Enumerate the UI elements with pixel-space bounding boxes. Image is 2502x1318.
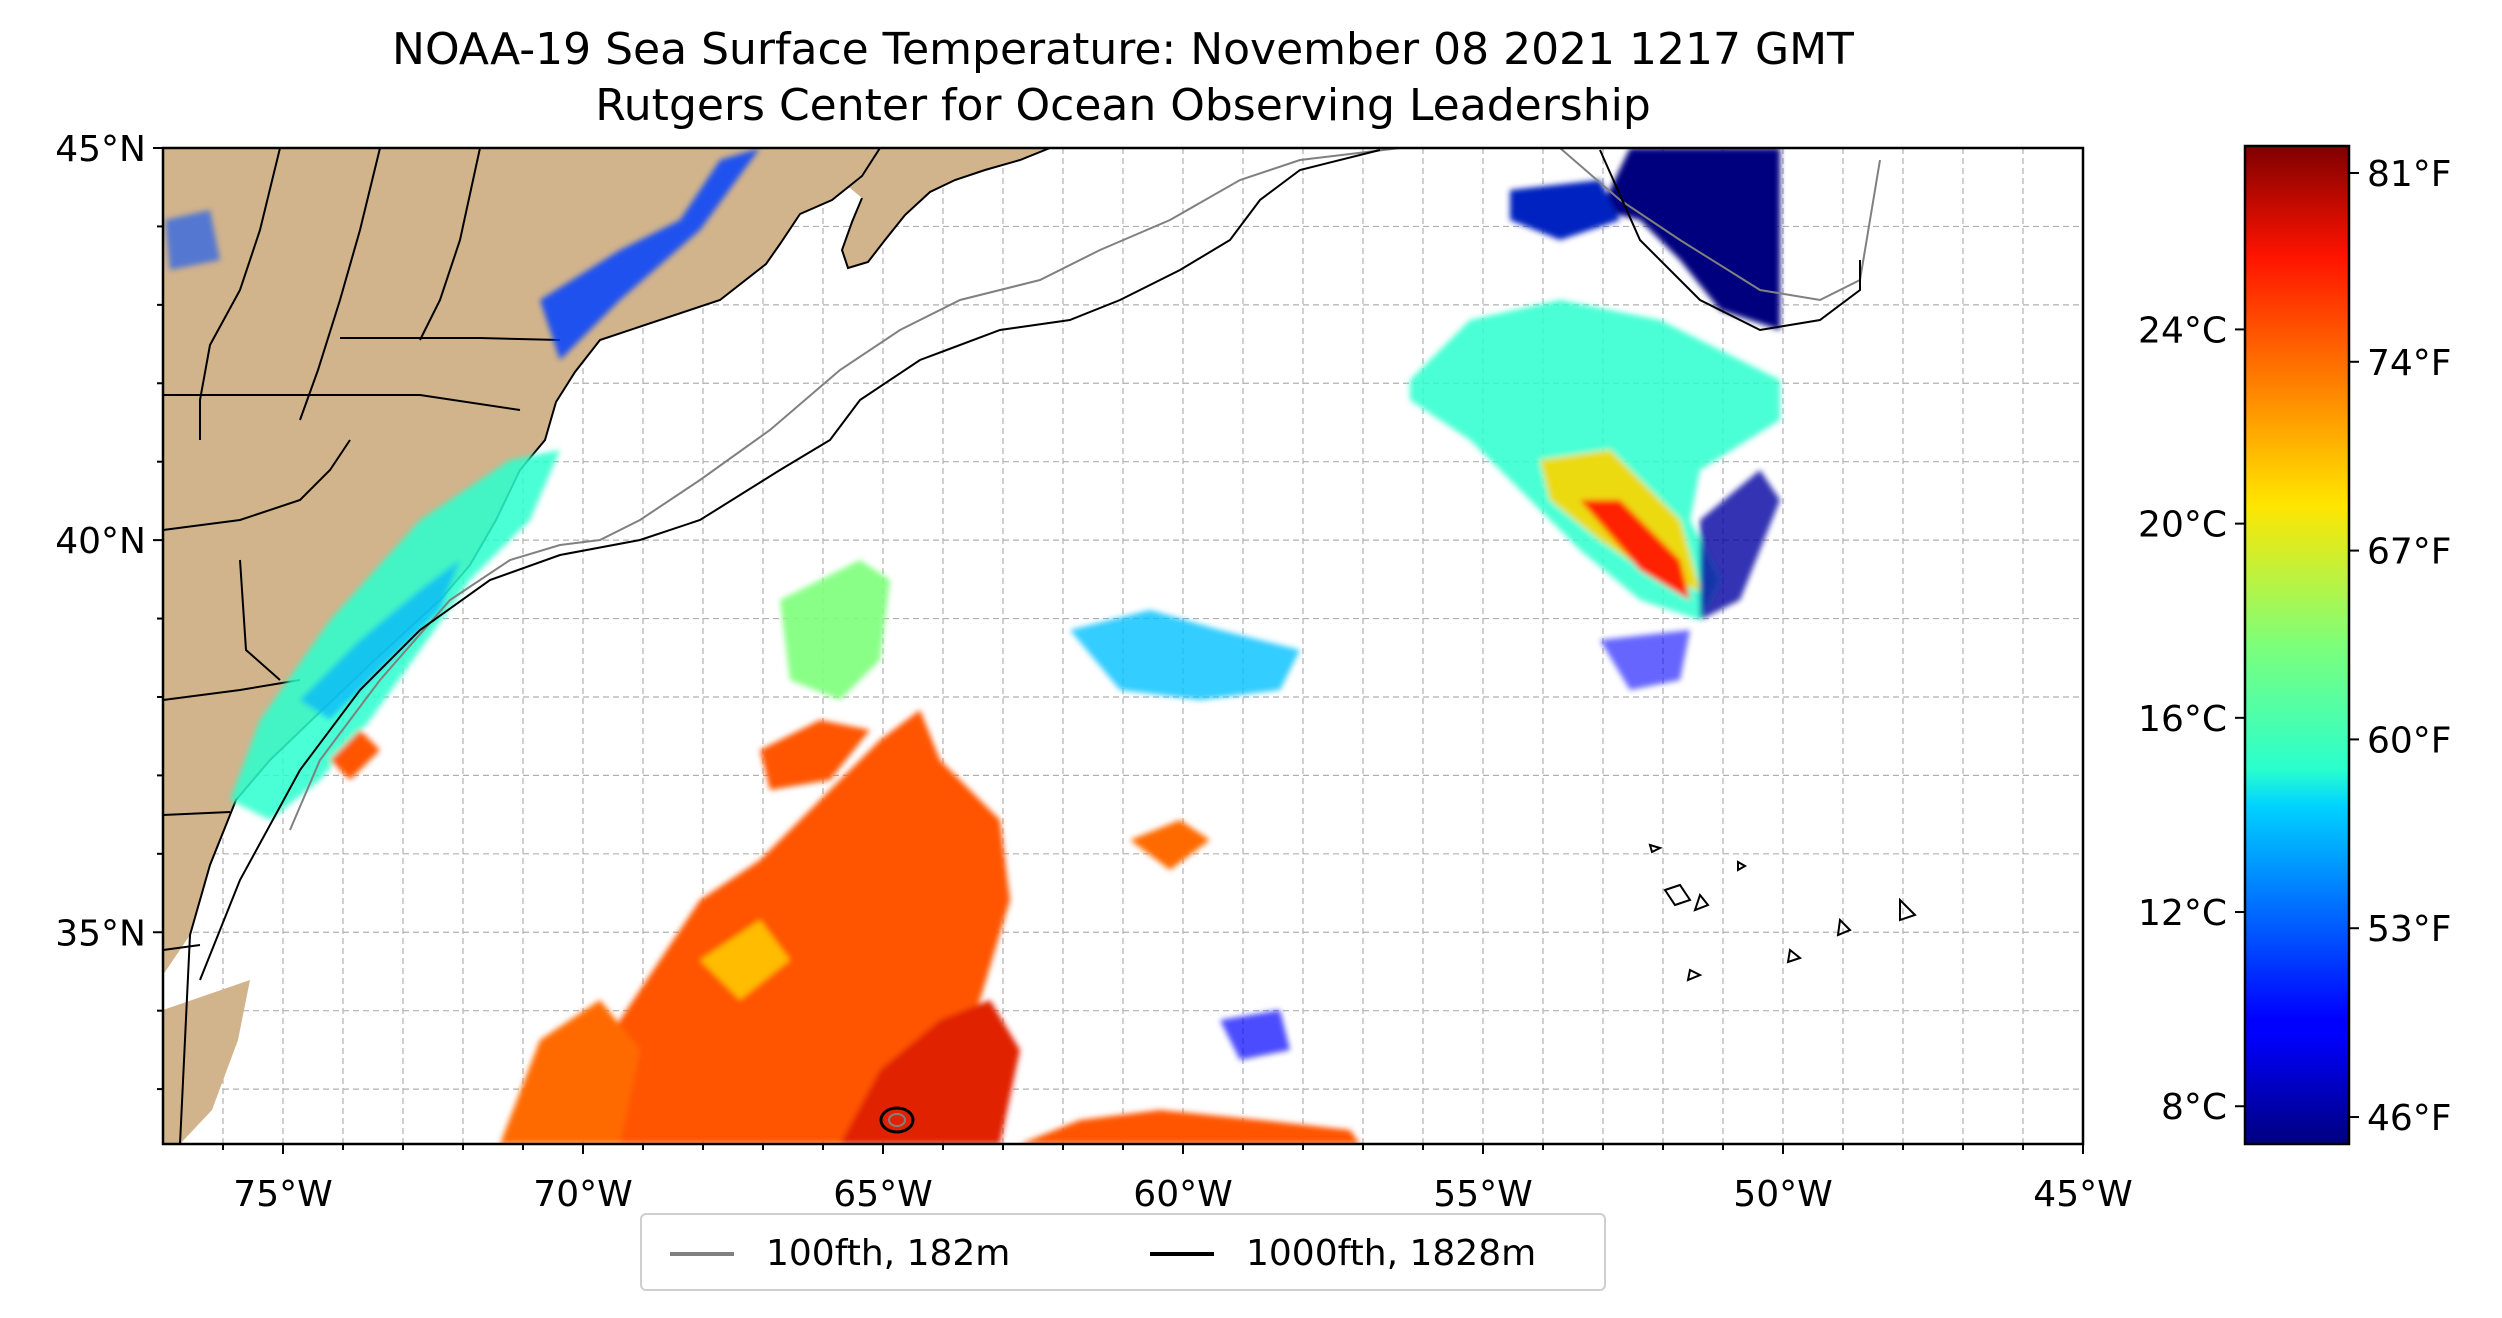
contour-legend: 100fth, 182m 1000fth, 1828m — [640, 1213, 1606, 1291]
legend-label-100fth: 100fth, 182m — [766, 1233, 1011, 1274]
colorbar-ticks: 46°F 53°F 60°F 67°F 74°F 81°F 8°C 12°C 16°C 20°C 2… — [2138, 154, 2451, 1139]
x-tick-label: 45°W — [2033, 1174, 2132, 1215]
y-tick-label: 45°N — [55, 129, 146, 170]
sst-data — [165, 148, 1780, 1144]
y-tick-label: 40°N — [55, 521, 146, 562]
colorbar-label-c: 8°C — [2161, 1087, 2227, 1128]
colorbar-label-c: 12°C — [2138, 893, 2227, 934]
colorbar-label-c: 24°C — [2138, 310, 2227, 351]
colorbar — [2243, 144, 2351, 1146]
colorbar-label-f: 74°F — [2367, 343, 2452, 384]
colorbar-label-f: 67°F — [2367, 532, 2452, 573]
colorbar-label-f: 60°F — [2367, 720, 2452, 761]
x-tick-label: 55°W — [1433, 1174, 1532, 1215]
colorbar-label-f: 46°F — [2367, 1098, 2452, 1139]
colorbar-label-f: 81°F — [2367, 154, 2452, 195]
legend-label-1000fth: 1000fth, 1828m — [1246, 1233, 1537, 1274]
legend-line-gray — [670, 1252, 734, 1256]
y-tick-label: 35°N — [55, 913, 146, 954]
bathymetry-contours — [199, 148, 1917, 1134]
map-area — [163, 148, 2083, 1144]
x-tick-label: 60°W — [1133, 1174, 1232, 1215]
x-tick-label: 70°W — [533, 1174, 632, 1215]
x-tick-label: 75°W — [233, 1174, 332, 1215]
land-mass — [163, 148, 1050, 1144]
colorbar-label-c: 16°C — [2138, 699, 2227, 740]
map-axis-ticks: 75°W 70°W 65°W 60°W 55°W 50°W 45°W 45°N 40°N 35°N — [55, 129, 2132, 1215]
x-tick-label: 65°W — [833, 1174, 932, 1215]
map-title: NOAA-19 Sea Surface Temperature: Novembe… — [392, 24, 1854, 75]
colorbar-label-c: 20°C — [2138, 505, 2227, 546]
colorbar-label-f: 53°F — [2367, 909, 2452, 950]
map-subtitle: Rutgers Center for Ocean Observing Leade… — [595, 80, 1651, 131]
x-tick-label: 50°W — [1733, 1174, 1832, 1215]
legend-line-black — [1150, 1252, 1214, 1256]
